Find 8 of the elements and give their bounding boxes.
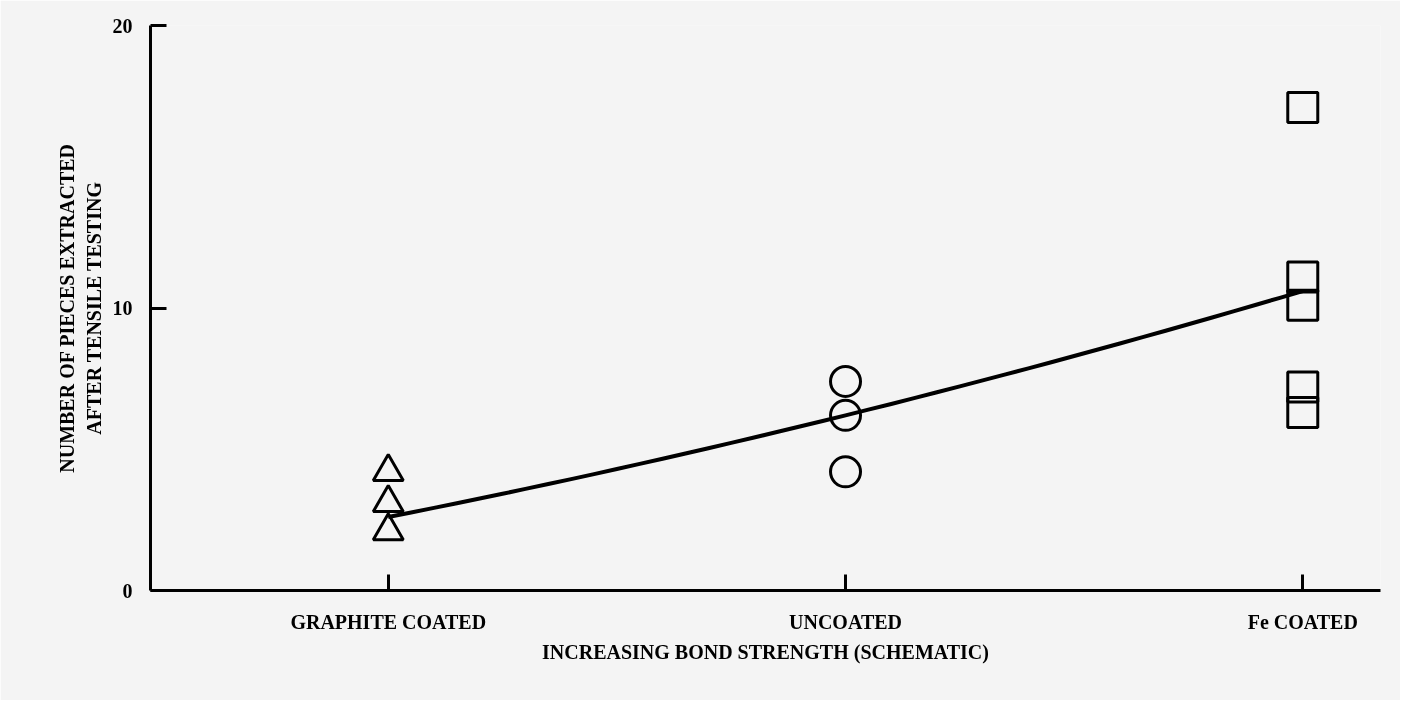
x-tick-label: UNCOATED bbox=[789, 610, 902, 633]
y-axis-title: NUMBER OF PIECES EXTRACTED AFTER TENSILE TESTING bbox=[56, 143, 105, 473]
x-tick-label: Fe COATED bbox=[1247, 610, 1358, 633]
y-tick-label: 0 bbox=[122, 579, 133, 602]
y-tick-label: 10 bbox=[112, 297, 133, 319]
x-tick-label: GRAPHITE COATED bbox=[290, 610, 487, 633]
x-axis-title: INCREASING BOND STRENGTH (SCHEMATIC) bbox=[542, 640, 989, 664]
y-tick-label: 20 bbox=[112, 14, 133, 37]
